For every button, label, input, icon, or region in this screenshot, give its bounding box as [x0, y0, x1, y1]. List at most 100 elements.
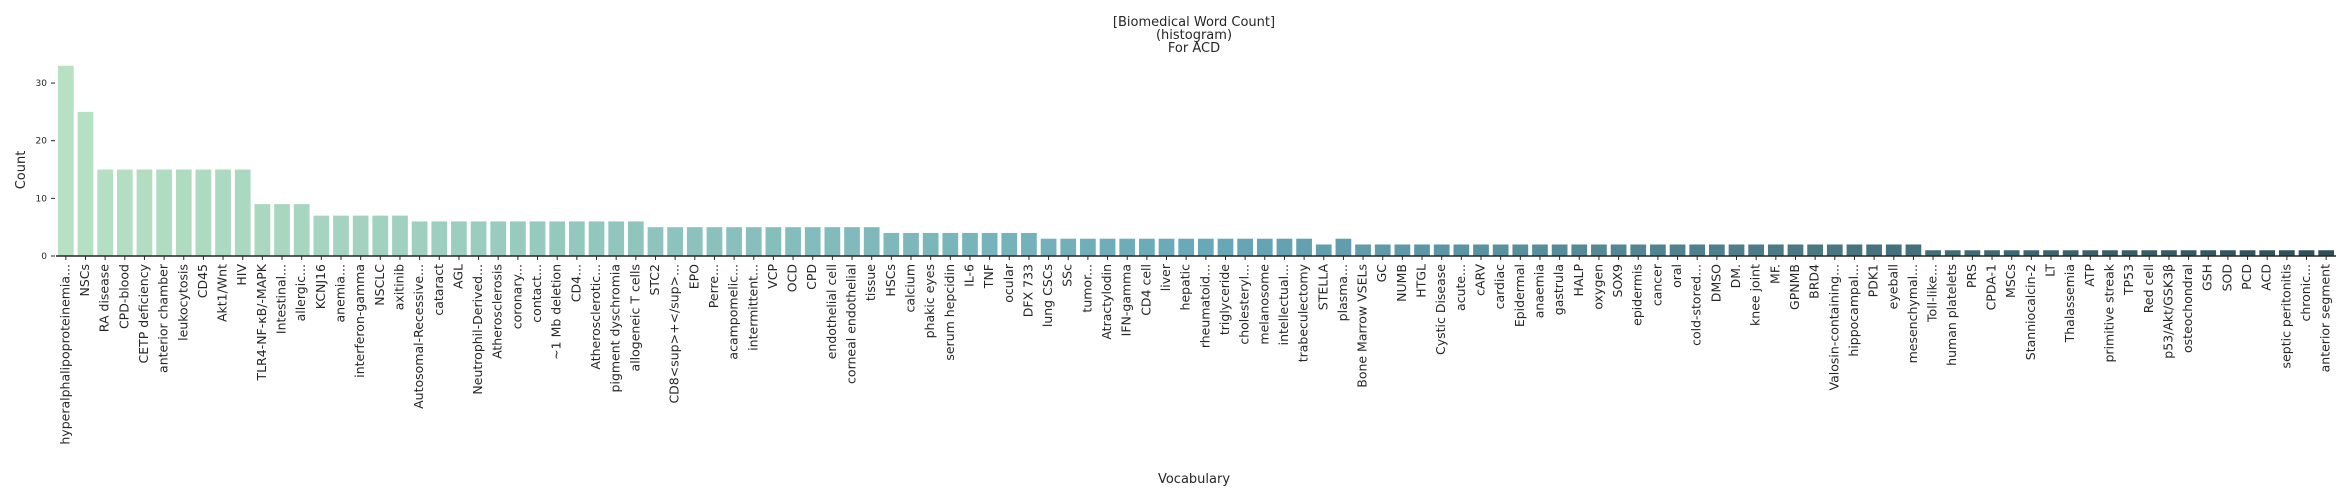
bar: [1099, 238, 1116, 256]
x-category-label: Valosin-containing...: [1826, 264, 1841, 390]
bar: [529, 221, 546, 256]
bar: [1846, 244, 1863, 256]
x-category-label: allergic...: [293, 264, 308, 321]
x-category-label: corneal endothelial: [844, 264, 859, 384]
x-category-label: chronic...: [2298, 264, 2313, 322]
bar: [2298, 250, 2315, 256]
x-category-label: cold-stored...: [1689, 264, 1704, 346]
x-category-label: MSCs: [2003, 264, 2018, 298]
x-category-label: human platelets: [1944, 264, 1959, 366]
x-category-label: hyperalphalipoproteinemia...: [57, 264, 72, 445]
bar: [2023, 250, 2040, 256]
x-axis-category-labels: hyperalphalipoproteinemia... NSCs RA disea…: [57, 256, 2333, 445]
x-category-label: CD8<sup>+</sup>...: [667, 264, 682, 404]
bar: [1885, 244, 1902, 256]
bar: [313, 215, 330, 256]
bar: [136, 169, 153, 256]
bar: [2082, 250, 2099, 256]
bar: [1060, 238, 1077, 256]
x-category-label: phakic eyes: [922, 264, 937, 338]
x-category-label: coronary...: [509, 264, 524, 329]
x-category-label: anterior chamber: [156, 263, 171, 373]
x-category-label: IL-6: [961, 264, 976, 287]
bar: [608, 221, 625, 256]
x-category-label: serum hepcidin: [942, 264, 957, 361]
bar: [706, 227, 723, 256]
bar: [627, 221, 644, 256]
bar: [1748, 244, 1765, 256]
y-tick-label: 30: [36, 79, 48, 89]
bar: [765, 227, 782, 256]
bar: [2102, 250, 2118, 256]
bar: [942, 232, 959, 256]
x-category-label: STC2: [647, 264, 662, 296]
bar: [352, 215, 369, 256]
bar: [1080, 238, 1096, 256]
bar: [2141, 250, 2158, 256]
x-category-label: intellectual...: [1276, 264, 1291, 345]
x-category-label: plasma...: [1335, 264, 1350, 321]
x-category-label: septic peritonitis: [2278, 264, 2293, 368]
bar: [1178, 238, 1195, 256]
x-category-label: cardiac: [1492, 264, 1507, 310]
bar: [1433, 244, 1450, 256]
x-category-label: cancer: [1649, 263, 1664, 306]
bar: [215, 169, 231, 256]
bars: [57, 65, 2335, 256]
x-category-label: PDK1: [1866, 264, 1881, 297]
bar: [2259, 250, 2276, 256]
x-category-label: IFN-gamma: [1119, 264, 1134, 336]
x-category-label: HSCs: [883, 264, 898, 297]
bar: [1237, 238, 1253, 256]
x-category-label: Atherosclerosis: [490, 264, 505, 359]
bar: [1905, 244, 1922, 256]
bar: [274, 204, 290, 256]
y-tick-label: 0: [41, 252, 47, 262]
x-category-label: DM.: [1728, 264, 1743, 288]
x-category-label: cholesteryl...: [1237, 264, 1252, 345]
x-category-label: cataract: [431, 264, 446, 316]
x-category-label: CD4...: [568, 264, 583, 302]
bar: [1119, 238, 1136, 256]
chart-title-line-2: (histogram): [1156, 28, 1232, 43]
x-axis-label: Vocabulary: [1158, 472, 1230, 487]
x-category-label: KCNJ16: [313, 264, 328, 309]
bar: [2200, 250, 2217, 256]
x-category-label: Toll-like...: [1925, 264, 1940, 323]
bar: [2220, 250, 2236, 256]
bar: [863, 227, 880, 256]
bar: [1964, 250, 1981, 256]
bar: [1217, 238, 1234, 256]
x-category-label: anaemia: [1531, 264, 1546, 318]
x-category-label: Intestinal...: [274, 264, 289, 334]
x-category-label: Neutrophil-Derived...: [470, 264, 485, 395]
x-category-label: MF.: [1767, 264, 1782, 284]
bar: [1689, 244, 1706, 256]
x-category-label: HTGL: [1414, 264, 1429, 298]
x-category-label: AGL: [450, 264, 465, 289]
x-category-label: Akt1/Wnt: [215, 264, 230, 322]
bar: [686, 227, 703, 256]
x-category-label: Stanniocalcin-2: [2023, 264, 2038, 360]
x-category-label: melanosome: [1256, 264, 1271, 345]
x-category-label: NSCs: [77, 264, 92, 297]
bar: [1571, 244, 1588, 256]
chart-title-line-3: For ACD: [1168, 41, 1220, 56]
bar: [1984, 250, 2000, 256]
bar: [2062, 250, 2079, 256]
y-tick-label: 20: [36, 137, 48, 147]
x-category-label: TNF: [981, 264, 996, 289]
bar: [2161, 250, 2177, 256]
bar: [175, 169, 192, 256]
x-category-label: CPD-blood: [116, 264, 131, 329]
bar: [293, 204, 310, 256]
bar: [962, 232, 978, 256]
bar: [1296, 238, 1312, 256]
bar: [1315, 244, 1332, 256]
bar: [1453, 244, 1470, 256]
bar: [234, 169, 251, 256]
x-category-label: STELLA: [1315, 264, 1330, 311]
x-category-label: axitinib: [391, 264, 406, 310]
x-category-label: liver: [1158, 263, 1173, 291]
